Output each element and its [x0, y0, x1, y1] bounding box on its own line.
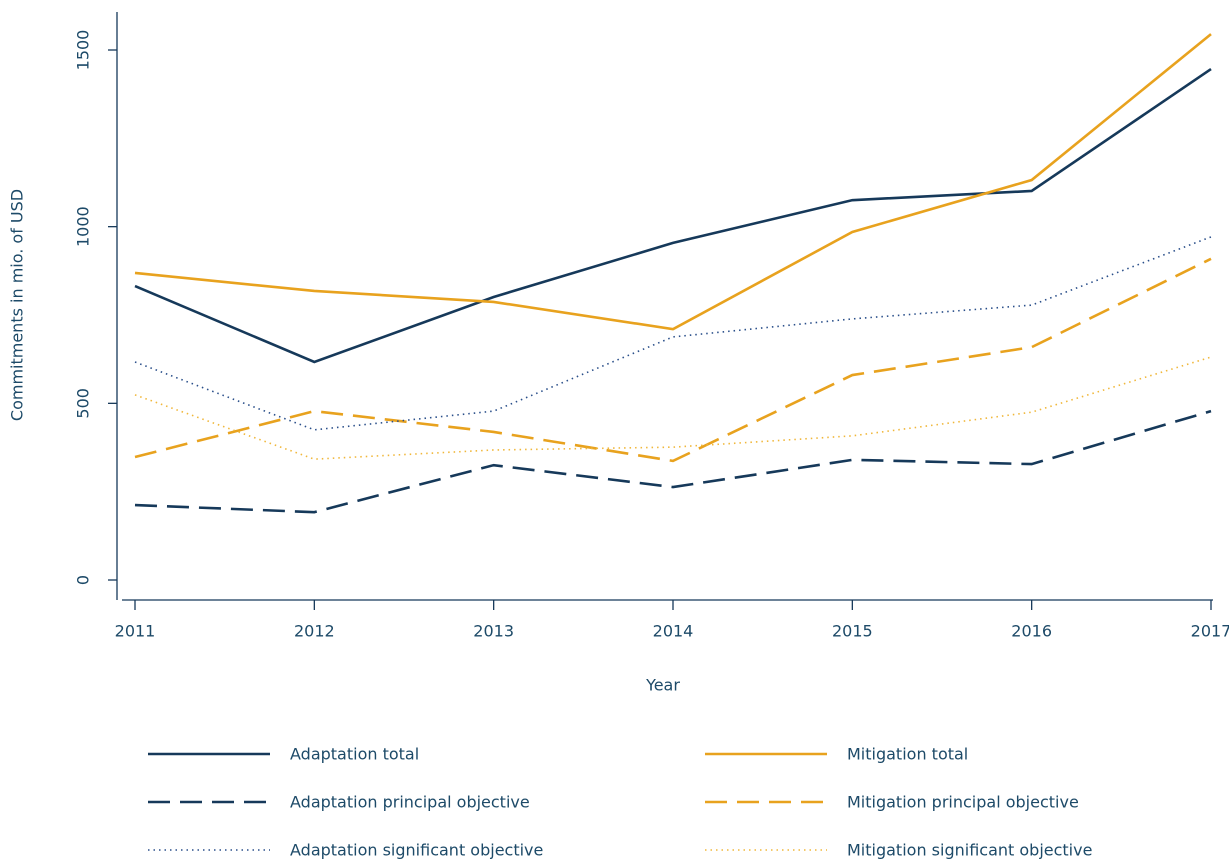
series-line: [134, 257, 1212, 463]
y-axis-label: Commitments in mio. of USD: [8, 189, 27, 421]
x-tick-label: 2017: [1191, 622, 1229, 641]
legend-label: Adaptation principal objective: [290, 793, 530, 812]
x-tick-label: 2016: [1011, 622, 1052, 641]
y-tick-label: 1500: [74, 30, 93, 71]
legend-label: Mitigation principal objective: [847, 793, 1079, 812]
legend-label: Adaptation significant objective: [290, 841, 543, 859]
series-line: [134, 236, 1212, 431]
x-tick-label: 2011: [115, 622, 156, 641]
series-line: [134, 409, 1212, 514]
x-tick-label: 2015: [832, 622, 873, 641]
y-tick-label: 1000: [74, 206, 93, 247]
x-tick-label: 2012: [294, 622, 335, 641]
legend-label: Mitigation significant objective: [847, 841, 1092, 859]
legend-label: Mitigation total: [847, 745, 968, 764]
y-tick-label: 500: [74, 388, 93, 419]
legend-label: Adaptation total: [290, 745, 419, 764]
y-tick-label: 0: [74, 575, 93, 585]
series-line: [134, 356, 1212, 460]
x-axis-label: Year: [645, 676, 680, 695]
x-tick-label: 2014: [653, 622, 694, 641]
x-tick-label: 2013: [473, 622, 514, 641]
series-line: [134, 33, 1212, 331]
series-line: [134, 68, 1212, 364]
